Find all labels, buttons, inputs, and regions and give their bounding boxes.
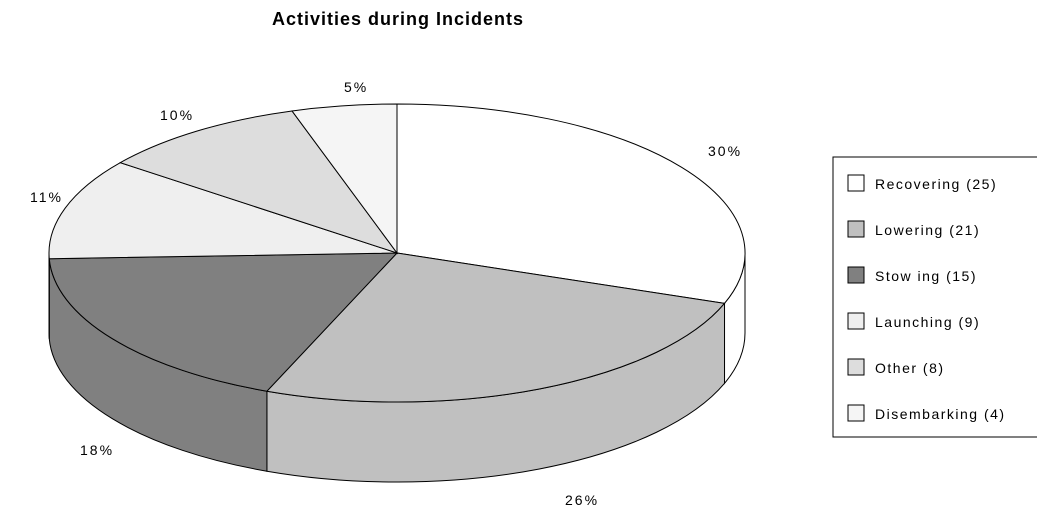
legend-swatch-stowing [847,266,865,284]
legend-box [832,156,1037,438]
pie-label-other: 10% [160,107,194,123]
legend-swatch-other [847,358,865,376]
pie-label-lowering: 26% [565,492,599,508]
pie-slice-recovering [396,103,746,304]
legend-swatch-disembarking [847,404,865,422]
pie-label-disembarking: 5% [344,79,368,95]
legend-swatch-lowering [847,220,865,238]
legend-swatch-launching [847,312,865,330]
pie-slice-disembarking [291,103,398,255]
pie-slice-stowing [48,252,399,392]
pie-labels: 30% 26% 18% 11% 10% 5% [30,79,742,508]
pie-slice-launching [48,162,398,260]
legend-swatch-recovering [847,174,865,192]
pie-label-recovering: 30% [708,143,742,159]
legend-label-disembarking: Disembarking (4) [875,406,1006,422]
pie-label-stowing: 18% [80,442,114,458]
pie-top [48,103,746,403]
pie-sides [48,252,746,483]
pie-label-launching: 11% [30,189,63,205]
chart-title: Activities during Incidents [272,9,524,29]
legend-label-launching: Launching (9) [875,314,980,330]
legend-label-recovering: Recovering (25) [875,176,997,192]
pie-slice-lowering [265,252,726,403]
legend-label-other: Other (8) [875,360,945,376]
legend: Recovering (25) Lowering (21) Stow ing (15… [832,156,1037,438]
legend-label-lowering: Lowering (21) [875,222,980,238]
legend-label-stowing: Stow ing (15) [875,268,977,284]
pie-slice-other [118,110,399,254]
